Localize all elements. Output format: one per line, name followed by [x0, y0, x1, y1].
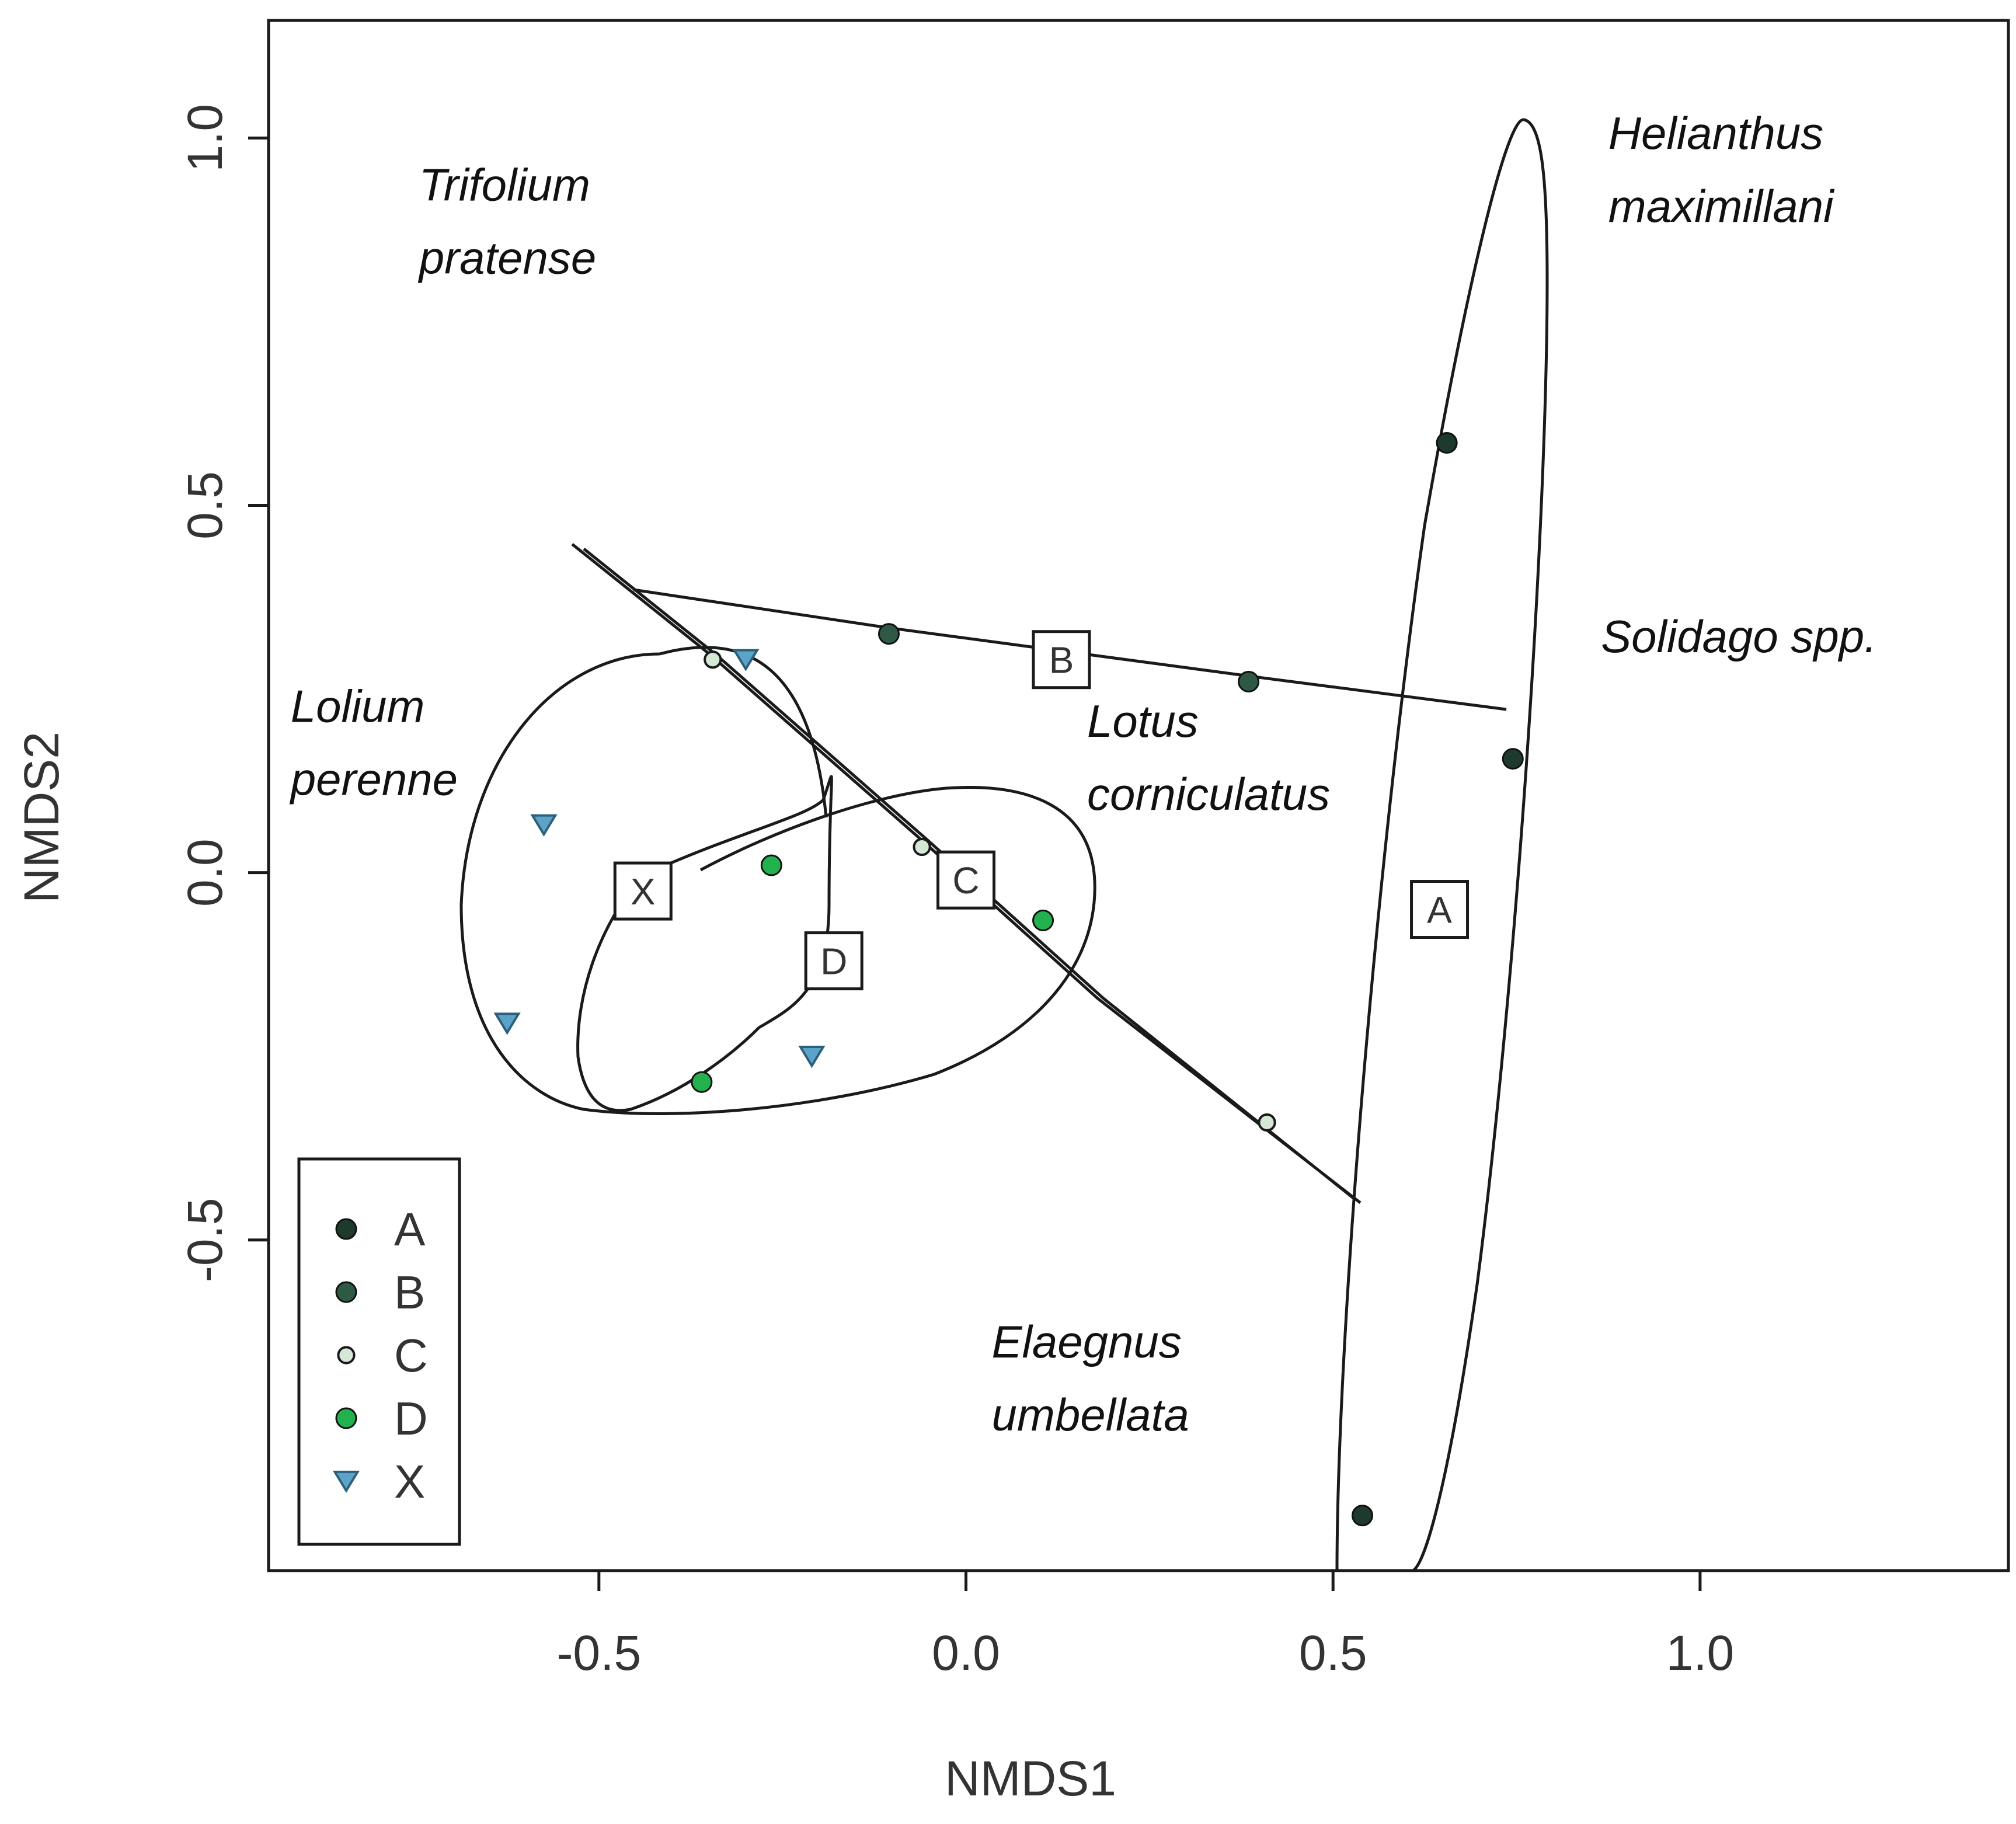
hull-group-d [576, 775, 833, 1112]
group-centroids: A B C D X [613, 630, 1470, 991]
x-axis-title: NMDS1 [945, 1751, 1116, 1806]
species-label: maximillani [1608, 180, 1835, 232]
point-group-x [798, 1046, 826, 1068]
point-group-a [1436, 432, 1458, 454]
plot-frame [267, 19, 2010, 1572]
centroid-label-a: A [1427, 889, 1452, 931]
point-group-c [1258, 1113, 1276, 1132]
legend-label-x: X [394, 1456, 425, 1508]
legend-label-a: A [394, 1203, 426, 1255]
centroid-label-b: B [1049, 639, 1074, 681]
legend-marker-c [337, 1346, 356, 1364]
point-group-a [1352, 1505, 1374, 1527]
centroid-box-a [1410, 880, 1470, 939]
point-group-d [760, 854, 782, 876]
point-group-d [691, 1071, 713, 1093]
x-tick-label: 0.0 [932, 1625, 1000, 1680]
species-label: pratense [418, 232, 597, 283]
species-labels: Trifolium pratense Helianthus maximillani Lo… [290, 107, 1877, 1440]
y-tick-label: 1.0 [177, 104, 232, 172]
point-group-x [493, 1012, 521, 1035]
species-label: Helianthus [1608, 107, 1824, 159]
legend-label-d: D [394, 1393, 428, 1444]
centroid-box-c [936, 850, 996, 910]
centroid-label-d: D [820, 941, 847, 983]
centroid-label-x: X [631, 871, 656, 913]
x-tick-label: -0.5 [556, 1625, 641, 1680]
data-points [493, 432, 1524, 1527]
hull-group-x-outer [459, 646, 1096, 1115]
legend-marker-b [335, 1281, 357, 1303]
y-tick-label: -0.5 [177, 1198, 232, 1282]
point-group-b [878, 623, 900, 645]
species-label: Trifolium [419, 159, 590, 210]
species-label: Lotus [1087, 695, 1199, 747]
species-label: Solidago spp. [1601, 611, 1877, 662]
point-group-x [530, 814, 558, 837]
y-axis: -0.5 0.0 0.5 1.0 [177, 104, 269, 1282]
x-axis: -0.5 0.0 0.5 1.0 [556, 1571, 1734, 1680]
x-tick-label: 0.5 [1299, 1625, 1367, 1680]
point-group-b [1238, 670, 1260, 692]
centroid-box-d [804, 931, 863, 991]
centroid-label-c: C [952, 859, 979, 901]
point-group-d [1032, 909, 1054, 931]
point-group-x [732, 649, 760, 671]
x-tick-label: 1.0 [1666, 1625, 1735, 1680]
hull-group-a [1335, 118, 1549, 1572]
point-group-a [1502, 748, 1524, 770]
centroid-box-b [1032, 630, 1091, 690]
species-label: perenne [290, 754, 458, 805]
centroid-box-x [613, 861, 673, 921]
species-label: umbellata [992, 1389, 1189, 1440]
point-group-c [913, 837, 931, 857]
species-label: Elaegnus [992, 1316, 1182, 1367]
y-tick-label: 0.5 [177, 471, 232, 539]
legend-label-b: B [394, 1266, 425, 1318]
species-label: Lolium [291, 681, 425, 732]
y-tick-label: 0.0 [177, 838, 232, 907]
legend-marker-x [332, 1470, 360, 1494]
point-group-c [704, 650, 722, 669]
species-label: corniculatus [1087, 768, 1330, 820]
legend-box [297, 1157, 461, 1546]
legend-marker-d [335, 1407, 357, 1429]
legend-label-c: C [394, 1329, 428, 1381]
legend-marker-a [335, 1218, 357, 1240]
y-axis-title: NMDS2 [14, 732, 69, 903]
